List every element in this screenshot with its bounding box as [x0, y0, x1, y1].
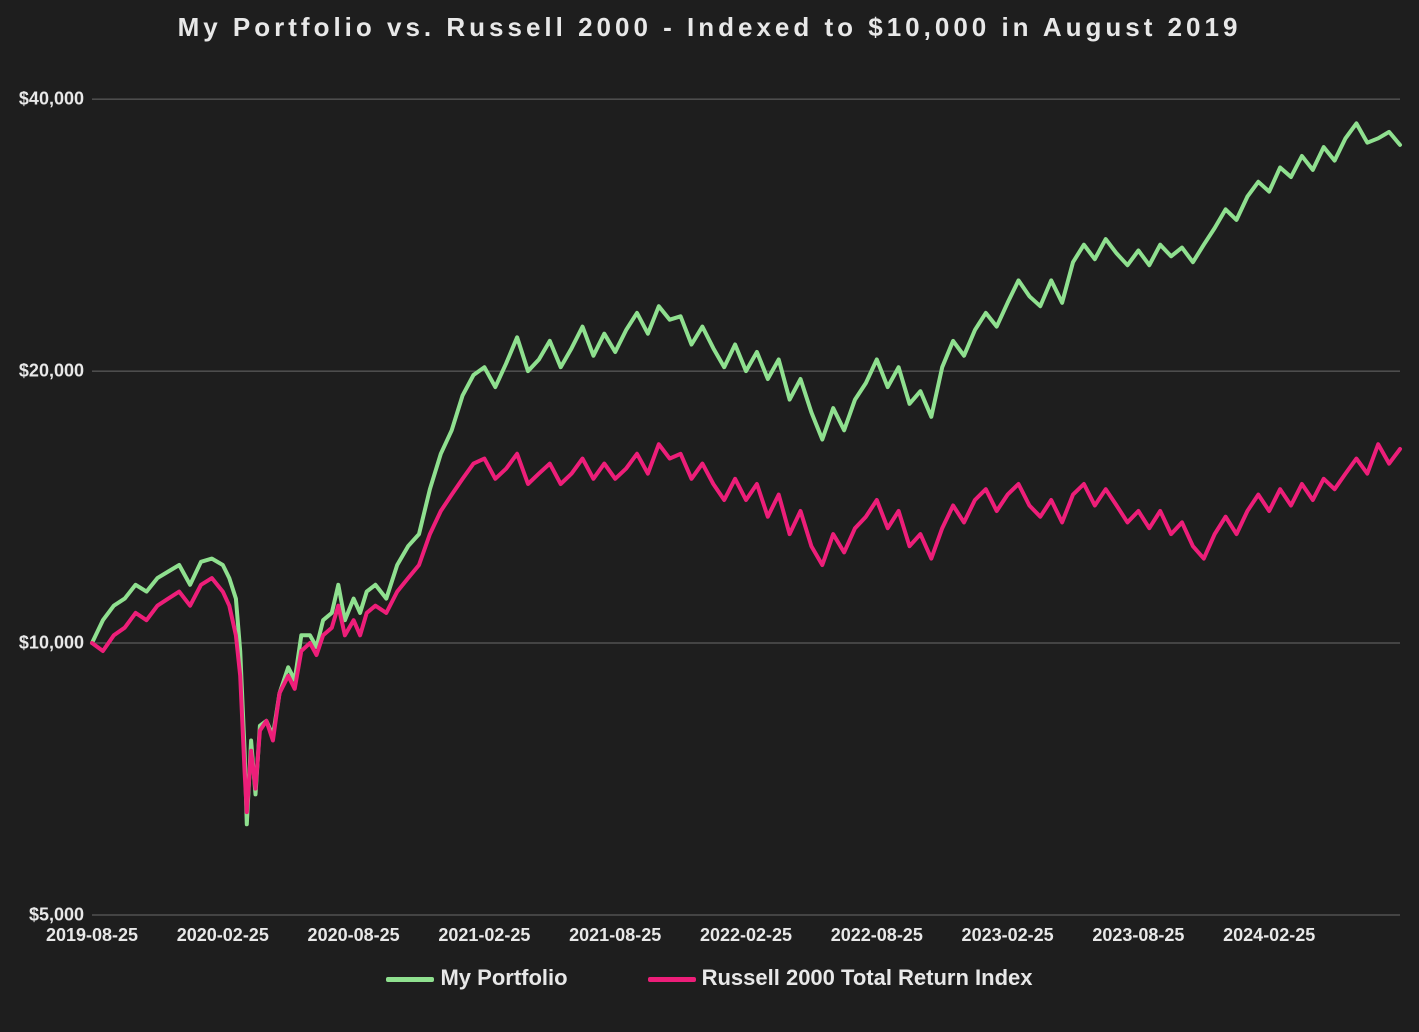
legend-label: My Portfolio: [440, 965, 567, 990]
x-axis-label: 2023-02-25: [962, 925, 1054, 946]
x-axis-label: 2020-02-25: [177, 925, 269, 946]
legend-item: My Portfolio: [386, 965, 567, 991]
chart-legend: My Portfolio Russell 2000 Total Return In…: [0, 965, 1419, 991]
x-axis-label: 2023-08-25: [1092, 925, 1184, 946]
legend-swatch: [386, 977, 434, 982]
x-axis-label: 2019-08-25: [46, 925, 138, 946]
legend-swatch: [648, 977, 696, 982]
y-axis-label: $5,000: [4, 905, 84, 926]
chart-canvas: [0, 0, 1419, 1032]
portfolio-comparison-chart: My Portfolio vs. Russell 2000 - Indexed …: [0, 0, 1419, 1032]
x-axis-label: 2021-08-25: [569, 925, 661, 946]
x-axis-label: 2022-02-25: [700, 925, 792, 946]
series-line: [92, 444, 1400, 812]
y-axis-label: $40,000: [4, 89, 84, 110]
y-axis-label: $10,000: [4, 633, 84, 654]
legend-label: Russell 2000 Total Return Index: [702, 965, 1033, 990]
x-axis-label: 2022-08-25: [831, 925, 923, 946]
x-axis-label: 2021-02-25: [438, 925, 530, 946]
legend-item: Russell 2000 Total Return Index: [648, 965, 1033, 991]
x-axis-label: 2020-08-25: [308, 925, 400, 946]
y-axis-label: $20,000: [4, 361, 84, 382]
x-axis-label: 2024-02-25: [1223, 925, 1315, 946]
series-line: [92, 123, 1400, 824]
